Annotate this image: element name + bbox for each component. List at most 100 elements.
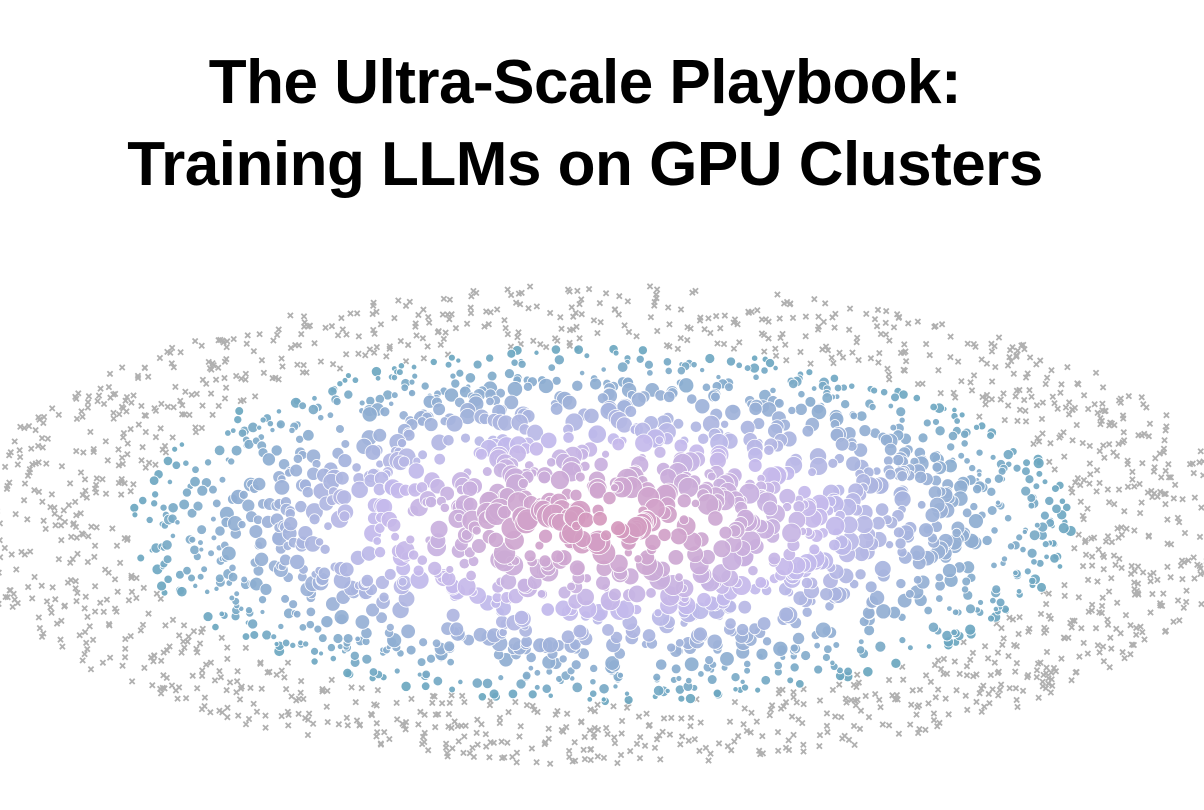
bubble (238, 489, 249, 500)
bubble (374, 393, 385, 405)
cross (1, 463, 9, 471)
bubble (182, 565, 192, 576)
cross (369, 310, 376, 318)
cross (223, 343, 230, 351)
cross (106, 370, 114, 378)
bubble (317, 414, 325, 422)
cross (1115, 486, 1123, 493)
bubble (788, 378, 799, 390)
cross (40, 419, 47, 427)
cross (74, 589, 81, 597)
cross (1000, 390, 1007, 397)
cross (1100, 658, 1108, 665)
bubble (517, 477, 529, 489)
cross (353, 310, 361, 317)
cross (685, 737, 693, 745)
cross (13, 566, 20, 573)
cross (446, 296, 454, 303)
cross (850, 722, 858, 730)
bubble (675, 638, 685, 648)
cross (119, 434, 127, 441)
cross (242, 376, 249, 383)
cross (234, 712, 242, 719)
cross (1048, 669, 1055, 676)
bubble (724, 617, 737, 630)
bubble (762, 500, 778, 517)
cross (1113, 452, 1121, 460)
bubble (506, 381, 524, 398)
bubble (288, 599, 299, 610)
cross (768, 702, 776, 709)
bubble (990, 561, 998, 570)
cross (438, 700, 446, 707)
bubble (455, 368, 465, 378)
cross (1139, 569, 1147, 576)
bubble (227, 571, 239, 583)
cross (1068, 624, 1075, 631)
cross (121, 654, 129, 661)
cross (1121, 654, 1128, 662)
cross (1099, 407, 1106, 414)
bubble (270, 444, 283, 457)
cross (1156, 450, 1164, 457)
cross (1106, 664, 1113, 671)
cross (72, 523, 80, 531)
cross (1170, 495, 1178, 502)
cross (819, 346, 826, 353)
cross (1164, 563, 1171, 571)
bubble (875, 603, 892, 620)
bubble (416, 671, 423, 678)
cross (133, 594, 140, 602)
cross (273, 331, 281, 339)
cross (951, 394, 959, 401)
cross (1071, 545, 1078, 552)
bubble (385, 622, 395, 632)
cross (224, 713, 231, 721)
cross (188, 391, 195, 399)
cross (734, 732, 742, 740)
cross (1136, 509, 1144, 517)
cross (199, 402, 206, 409)
cross (1171, 481, 1179, 489)
cross (1062, 404, 1070, 411)
cross (1157, 488, 1164, 496)
cross (505, 708, 512, 716)
bubble (449, 621, 465, 637)
cross (140, 584, 148, 592)
cross (38, 582, 45, 589)
bubble (654, 435, 665, 445)
cross (1127, 621, 1134, 629)
cross (162, 622, 169, 629)
bubble (666, 642, 677, 653)
bubble (416, 554, 428, 566)
bubble (942, 563, 958, 579)
cross (1037, 610, 1045, 618)
cross (347, 310, 354, 317)
cross (48, 405, 56, 412)
bubble (1062, 502, 1072, 512)
cross (417, 708, 424, 716)
cross (820, 318, 828, 326)
bubble (823, 644, 833, 654)
bubble (958, 411, 966, 419)
cross (581, 733, 588, 741)
cross (184, 638, 191, 645)
cross (837, 713, 845, 721)
cross (856, 725, 864, 733)
cross (421, 738, 428, 746)
cross (1042, 600, 1050, 608)
cross (687, 325, 694, 332)
cross (79, 413, 86, 421)
bubble (1004, 514, 1013, 523)
cross (1102, 538, 1110, 545)
cross (1128, 641, 1136, 648)
bubble (397, 438, 408, 449)
cross (626, 747, 634, 755)
cross (983, 360, 991, 367)
bubble (587, 424, 607, 444)
cross (991, 659, 999, 666)
cross (969, 649, 977, 657)
cross (1092, 624, 1100, 632)
bubble (676, 366, 686, 376)
cross (677, 741, 684, 748)
